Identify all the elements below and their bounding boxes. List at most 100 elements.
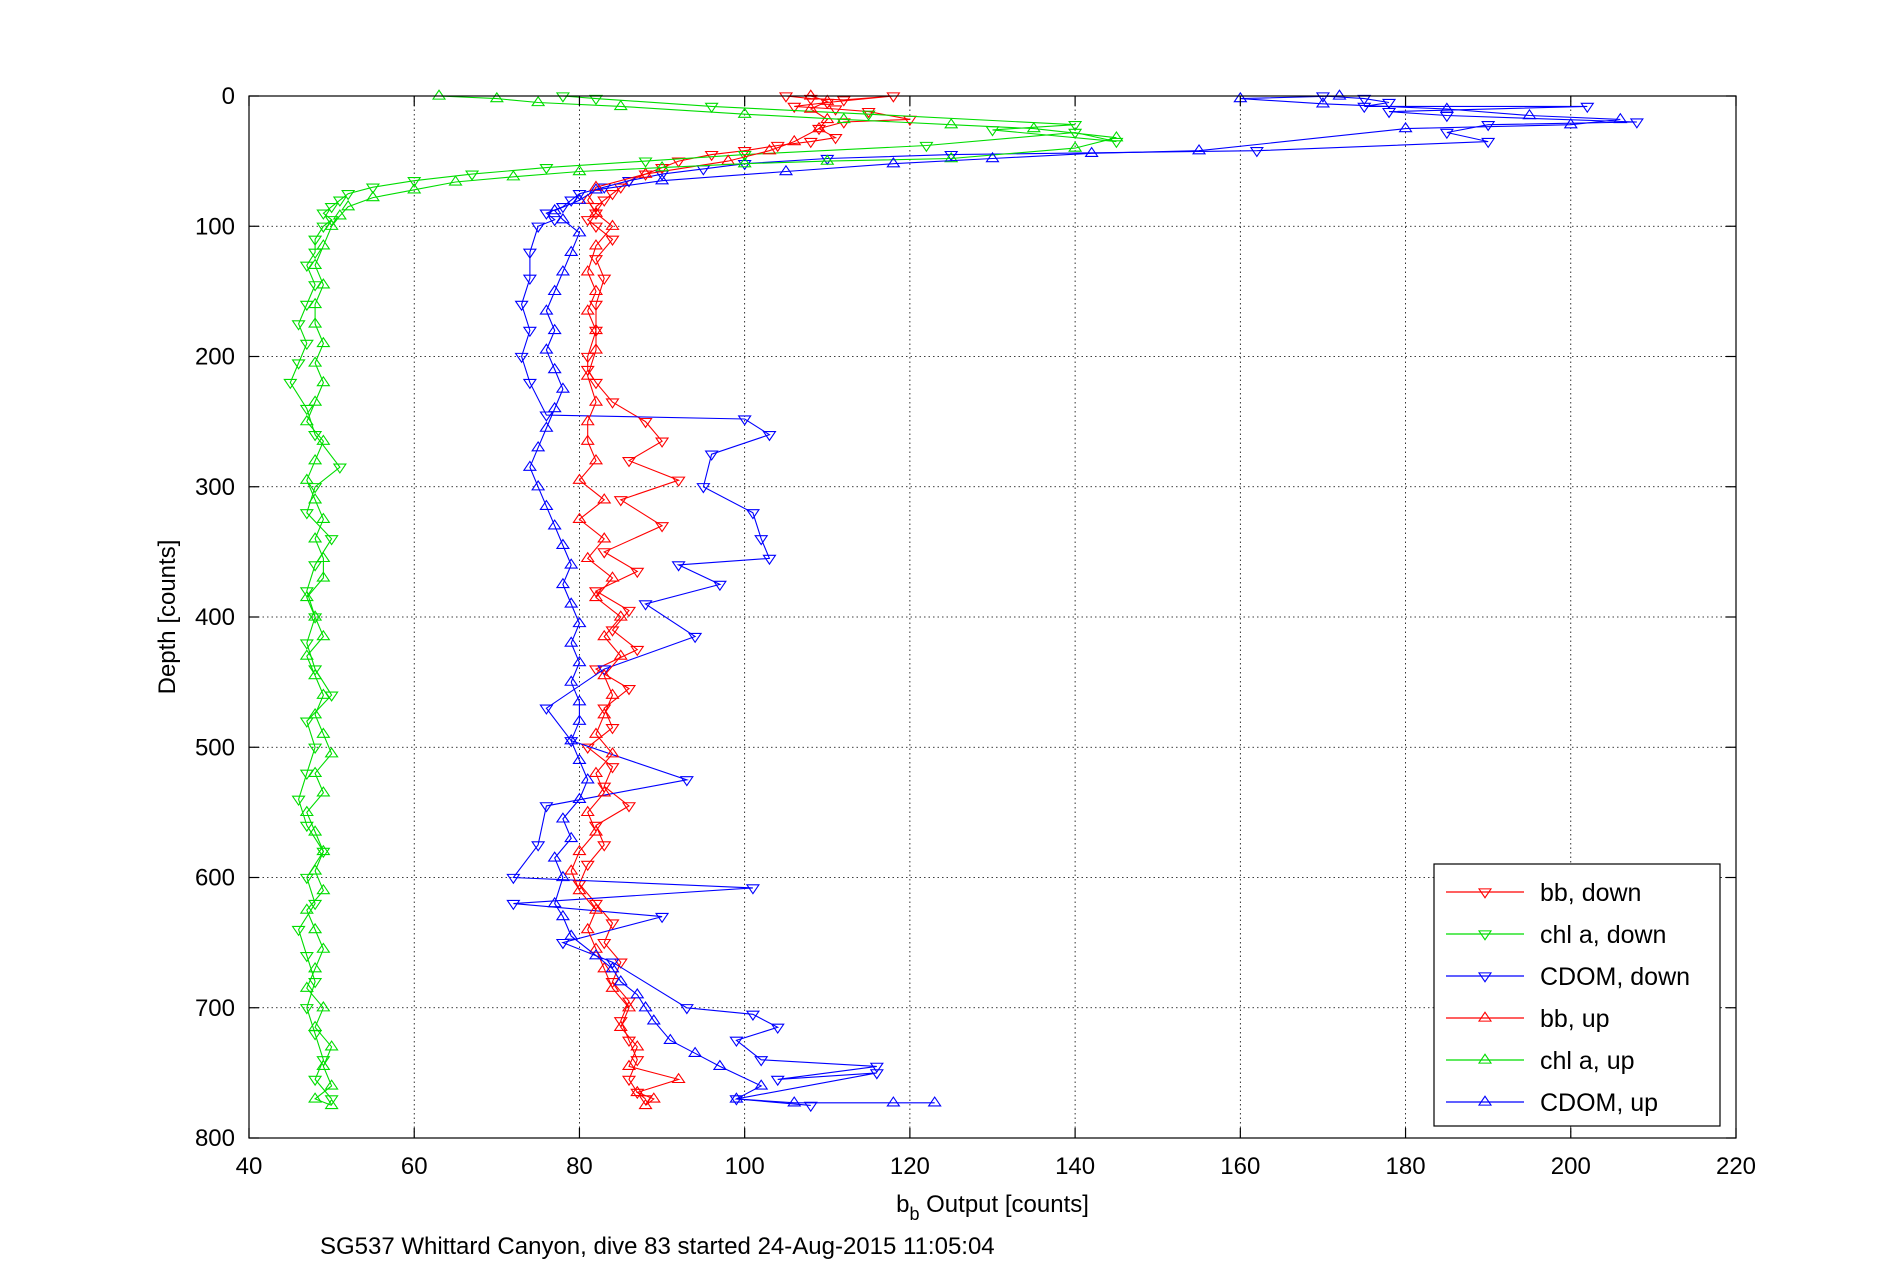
data-point xyxy=(547,519,562,530)
series-line xyxy=(512,95,1637,1106)
legend-label: CDOM, down xyxy=(1540,963,1690,991)
data-point xyxy=(316,209,331,220)
data-point xyxy=(588,942,604,953)
data-point xyxy=(588,948,604,960)
data-point xyxy=(555,812,570,823)
data-point xyxy=(564,245,579,256)
data-point xyxy=(638,1001,653,1012)
series-layer xyxy=(283,89,1644,1113)
data-point xyxy=(299,981,314,992)
data-point xyxy=(787,102,802,114)
data-point xyxy=(341,190,356,201)
x-tick-label: 180 xyxy=(1386,1153,1426,1180)
data-point xyxy=(539,421,554,432)
data-point xyxy=(1481,137,1496,149)
data-point xyxy=(861,110,876,121)
data-point xyxy=(316,434,331,445)
data-point xyxy=(588,326,604,338)
data-point xyxy=(1357,102,1372,114)
data-point xyxy=(308,978,323,989)
data-point xyxy=(1109,130,1124,142)
data-point xyxy=(597,782,612,794)
data-point xyxy=(655,912,670,924)
data-point xyxy=(1381,98,1397,110)
data-point xyxy=(539,499,554,510)
y-tick-label: 600 xyxy=(195,865,235,892)
x-axis-label: bb Output [counts] xyxy=(896,1191,1089,1224)
data-point xyxy=(316,942,331,953)
data-point xyxy=(506,873,521,885)
legend-marker xyxy=(1477,1053,1493,1064)
data-point xyxy=(308,258,323,269)
data-point xyxy=(572,753,587,764)
data-point xyxy=(696,483,711,494)
data-point xyxy=(811,121,827,133)
data-point xyxy=(1109,137,1124,149)
data-point xyxy=(555,538,570,550)
data-point xyxy=(316,551,331,563)
data-point xyxy=(572,883,587,895)
data-point xyxy=(704,150,719,162)
data-point xyxy=(588,343,604,354)
data-point xyxy=(630,1040,645,1051)
data-point xyxy=(324,203,339,214)
legend-label: bb, up xyxy=(1540,1005,1610,1033)
data-point xyxy=(803,137,818,149)
data-point xyxy=(745,1010,760,1021)
data-point xyxy=(588,255,604,266)
data-point xyxy=(316,629,331,641)
data-point xyxy=(580,265,595,276)
data-point xyxy=(308,454,323,465)
data-point xyxy=(1026,121,1041,133)
data-point xyxy=(869,1062,884,1074)
data-point xyxy=(308,317,323,328)
data-point xyxy=(588,222,604,233)
data-point xyxy=(762,430,777,442)
x-axis-label-rest: Output [counts] xyxy=(919,1191,1088,1218)
legend-item: bb, up xyxy=(1446,1005,1610,1033)
data-point xyxy=(886,92,901,103)
data-point xyxy=(778,92,794,103)
data-point xyxy=(712,1059,727,1071)
data-point xyxy=(324,1079,339,1090)
data-point xyxy=(299,639,314,650)
data-point xyxy=(679,1004,694,1015)
data-point xyxy=(572,226,587,237)
data-point xyxy=(605,190,620,201)
data-point xyxy=(308,532,323,543)
data-point xyxy=(547,203,562,215)
data-point xyxy=(514,352,529,364)
legend-marker xyxy=(1477,1095,1493,1106)
data-point xyxy=(531,841,546,852)
data-point xyxy=(407,183,422,194)
data-point xyxy=(299,1004,314,1015)
data-point xyxy=(836,112,851,124)
data-point xyxy=(1481,120,1496,132)
data-point xyxy=(712,580,727,592)
data-point xyxy=(655,173,670,185)
data-point xyxy=(745,884,760,895)
data-point xyxy=(613,99,628,111)
data-point xyxy=(621,606,637,618)
data-point xyxy=(448,175,463,186)
data-point xyxy=(555,938,570,950)
data-point xyxy=(588,766,604,777)
data-point xyxy=(597,665,612,676)
data-point xyxy=(597,196,612,207)
data-point xyxy=(803,89,818,100)
data-point xyxy=(308,561,323,572)
data-point xyxy=(787,1096,802,1107)
data-point xyxy=(588,395,604,406)
legend-item: CDOM, up xyxy=(1446,1089,1658,1117)
data-point xyxy=(655,437,670,448)
data-point xyxy=(324,535,339,546)
data-point xyxy=(308,613,323,624)
data-point xyxy=(332,209,347,220)
data-point xyxy=(605,958,620,969)
data-point xyxy=(638,600,653,611)
data-point xyxy=(588,587,604,598)
y-tick-label: 800 xyxy=(195,1125,235,1152)
data-point xyxy=(679,776,694,787)
data-point xyxy=(316,278,331,289)
data-point xyxy=(588,899,604,911)
